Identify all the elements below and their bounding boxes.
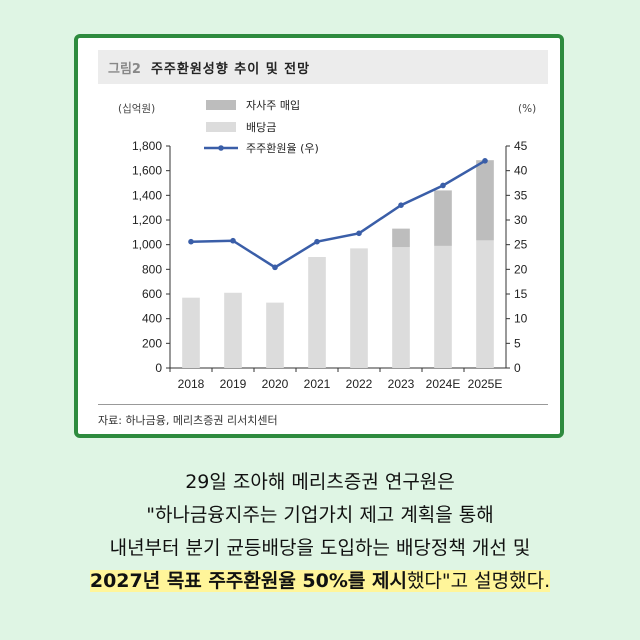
- left-tick-label: 1,200: [132, 213, 162, 227]
- x-tick-label: 2020: [262, 377, 289, 391]
- bar-dividend: [476, 240, 494, 368]
- legend-label-buyback: 자사주 매입: [246, 99, 300, 112]
- source-divider: [98, 404, 548, 405]
- x-tick-label: 2022: [346, 377, 373, 391]
- bars: [182, 160, 494, 368]
- right-tick-label: 35: [514, 188, 528, 202]
- left-tick-label: 0: [155, 361, 162, 375]
- x-tick-label: 2021: [304, 377, 331, 391]
- chart: (십억원) (%) 자사주 매입 배당금 주주환원율 (우) 020040060…: [118, 99, 536, 391]
- payout-line: [188, 158, 488, 271]
- payout-point: [356, 230, 362, 237]
- figure-header: 그림2 주주환원성향 추이 및 전망: [98, 50, 548, 84]
- caption: 29일 조아해 메리츠증권 연구원은 "하나금융지주는 기업가치 제고 계획을 …: [0, 466, 640, 598]
- x-tick-label: 2023: [388, 377, 415, 391]
- payout-polyline: [190, 159, 486, 269]
- chart-card: 그림2 주주환원성향 추이 및 전망 (십억원) (%) 자사주 매입 배당금 …: [74, 34, 564, 438]
- payout-point: [230, 237, 236, 244]
- right-tick-label: 10: [514, 312, 528, 326]
- left-tick-label: 1,600: [132, 164, 162, 178]
- bar-buyback: [434, 190, 452, 246]
- caption-line-3: 내년부터 분기 균등배당을 도입하는 배당정책 개선 및: [109, 537, 531, 559]
- left-tick-label: 1,800: [132, 139, 162, 153]
- legend-label-payout: 주주환원율 (우): [246, 142, 319, 155]
- caption-line-4-rest: 했다"고 설명했다.: [406, 570, 551, 592]
- x-tick-label: 2019: [220, 377, 247, 391]
- bar-dividend: [308, 257, 326, 368]
- bar-dividend: [434, 245, 452, 368]
- right-tick-label: 0: [514, 361, 521, 375]
- caption-line-1: 29일 조아해 메리츠증권 연구원은: [185, 471, 455, 493]
- payout-point: [440, 182, 446, 189]
- payout-point: [398, 202, 404, 208]
- payout-point: [188, 238, 194, 245]
- right-tick-label: 5: [514, 336, 521, 350]
- caption-highlight: 2027년 목표 주주환원율 50%를 제시: [89, 570, 407, 592]
- left-tick-label: 400: [142, 312, 162, 326]
- right-tick-label: 15: [514, 287, 528, 301]
- bar-buyback: [392, 228, 410, 248]
- source-note: 자료: 하나금융, 메리츠증권 리서치센터: [98, 414, 278, 427]
- right-tick-label: 40: [514, 164, 528, 178]
- legend: 자사주 매입 배당금 주주환원율 (우): [204, 99, 319, 155]
- x-tick-label: 2024E: [426, 377, 461, 391]
- bar-dividend: [392, 247, 410, 368]
- left-tick-label: 800: [142, 262, 162, 276]
- left-tick-label: 1,400: [132, 188, 162, 202]
- bar-dividend: [182, 297, 200, 368]
- legend-marker-payout: [218, 145, 224, 151]
- figure-number: 그림2: [108, 61, 141, 77]
- left-tick-label: 200: [142, 336, 162, 350]
- caption-line-2: "하나금융지주는 기업가치 제고 계획을 통해: [146, 504, 494, 526]
- x-tick-label: 2018: [178, 377, 205, 391]
- right-axis-unit: (%): [518, 103, 536, 115]
- left-tick-label: 1,000: [132, 238, 162, 252]
- figure-title: 주주환원성향 추이 및 전망: [150, 61, 311, 77]
- left-tick-label: 600: [142, 287, 162, 301]
- x-tick-label: 2025E: [468, 377, 503, 391]
- legend-swatch-buyback: [206, 100, 236, 110]
- legend-label-dividend: 배당금: [246, 121, 276, 134]
- right-tick-label: 20: [514, 262, 528, 276]
- caption-line-4: 2027년 목표 주주환원율 50%를 제시했다"고 설명했다.: [0, 565, 640, 598]
- bar-dividend: [224, 292, 242, 368]
- right-tick-label: 45: [514, 139, 528, 153]
- payout-point: [314, 238, 320, 245]
- payout-point: [272, 264, 278, 271]
- right-tick-label: 30: [514, 213, 528, 227]
- payout-point: [482, 158, 488, 164]
- right-tick-label: 25: [514, 238, 528, 252]
- left-axis-unit: (십억원): [118, 103, 155, 115]
- legend-swatch-dividend: [206, 122, 236, 132]
- bar-dividend: [350, 248, 368, 368]
- bar-dividend: [266, 302, 284, 368]
- bar-buyback: [476, 160, 494, 241]
